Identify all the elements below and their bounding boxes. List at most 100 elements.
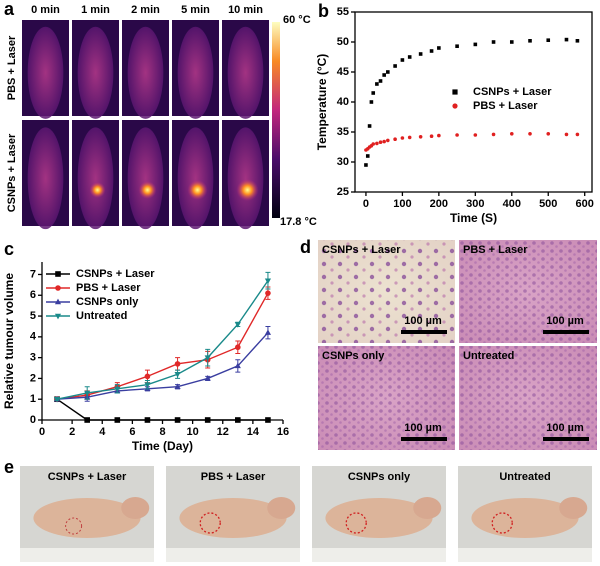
legend-label: CSNPs + Laser (76, 268, 155, 280)
column-header: 1 min (81, 4, 110, 16)
tumour-outline (491, 512, 513, 534)
histology-texture (459, 240, 597, 343)
marker (455, 133, 459, 137)
mouse-body (177, 26, 214, 119)
legend-label: CSNPs only (76, 296, 139, 308)
marker (84, 417, 90, 423)
photo-label: CSNPs + Laser (48, 471, 127, 483)
x-tick-label: 10 (187, 426, 199, 438)
mouse-body (227, 127, 264, 230)
marker (407, 135, 412, 140)
legend-marker (54, 313, 62, 320)
marker (473, 42, 478, 47)
y-tick-label: 40 (337, 96, 349, 108)
marker (367, 124, 372, 128)
marker (114, 386, 121, 393)
hot-spot (138, 180, 157, 199)
histology-label: Untreated (463, 350, 514, 362)
x-tick-label: 8 (159, 426, 165, 438)
marker (53, 396, 61, 403)
mouse-body (77, 26, 114, 119)
mouse-head (559, 497, 588, 519)
colorbar (272, 22, 280, 218)
histology-label: CSNPs only (322, 350, 385, 362)
marker (378, 79, 383, 83)
x-tick-label: 0 (39, 426, 45, 438)
marker (564, 132, 569, 137)
hot-spot (236, 178, 259, 201)
mouse-head (267, 497, 296, 519)
marker (418, 135, 423, 139)
x-tick-label: 4 (99, 426, 106, 438)
x-tick-label: 500 (539, 198, 557, 210)
scale-bar-label: 100 µm (404, 422, 442, 434)
ruler (166, 548, 300, 562)
y-tick-label: 2 (30, 372, 36, 384)
scale-bar (543, 330, 589, 334)
marker (375, 82, 379, 86)
hot-spot (89, 181, 106, 198)
legend-label: PBS + Laser (76, 282, 141, 294)
legend-marker (452, 103, 458, 109)
marker (174, 417, 181, 423)
x-tick-label: 200 (430, 198, 448, 210)
marker (235, 417, 241, 423)
legend-label: CSNPs + Laser (473, 86, 552, 98)
y-axis-label: Relative tumour volume (2, 273, 16, 409)
marker (528, 39, 532, 43)
marker (265, 417, 271, 423)
marker (386, 70, 390, 74)
marker (174, 383, 181, 389)
mouse-body (27, 26, 64, 119)
marker (509, 40, 514, 44)
scale-bar (401, 437, 447, 441)
mouse-body (177, 127, 214, 230)
x-axis-label: Time (S) (450, 211, 497, 225)
scale-bar-label: 100 µm (546, 315, 584, 327)
mouse (471, 498, 579, 538)
histology-label: CSNPs + Laser (322, 244, 401, 256)
marker (371, 142, 376, 146)
y-tick-label: 50 (337, 36, 349, 48)
marker (234, 362, 241, 369)
histology-texture (318, 240, 455, 343)
marker (528, 132, 532, 136)
column-header: 0 min (31, 4, 60, 16)
marker (437, 133, 441, 138)
y-tick-label: 45 (337, 66, 349, 78)
marker (575, 39, 580, 43)
row-label: CSNPs + Laser (6, 133, 18, 212)
marker (418, 52, 423, 56)
marker (491, 132, 496, 137)
legend-marker (55, 285, 61, 291)
marker (382, 139, 386, 144)
x-tick-label: 100 (393, 198, 411, 210)
y-tick-label: 7 (30, 268, 36, 280)
marker (234, 322, 241, 328)
marker (375, 141, 379, 146)
panel-label: d (300, 237, 311, 257)
legend-marker (55, 271, 61, 277)
legend-label: Untreated (76, 310, 127, 322)
series-line (57, 332, 269, 400)
marker (84, 390, 91, 397)
legend-label: PBS + Laser (473, 100, 538, 112)
marker (235, 344, 241, 351)
marker (491, 40, 496, 44)
marker (204, 375, 211, 381)
mouse (33, 498, 141, 538)
marker (429, 134, 434, 138)
histology-label: PBS + Laser (463, 244, 528, 256)
tumour-outline (345, 512, 367, 534)
y-tick-label: 1 (30, 393, 36, 405)
marker (546, 132, 551, 136)
panel-label: a (4, 0, 15, 19)
photo-label: PBS + Laser (201, 471, 266, 483)
column-header: 2 min (131, 4, 160, 16)
marker (575, 132, 580, 137)
mouse-body (227, 26, 264, 119)
y-tick-label: 6 (30, 289, 36, 301)
x-tick-label: 400 (503, 198, 521, 210)
marker (393, 64, 397, 68)
